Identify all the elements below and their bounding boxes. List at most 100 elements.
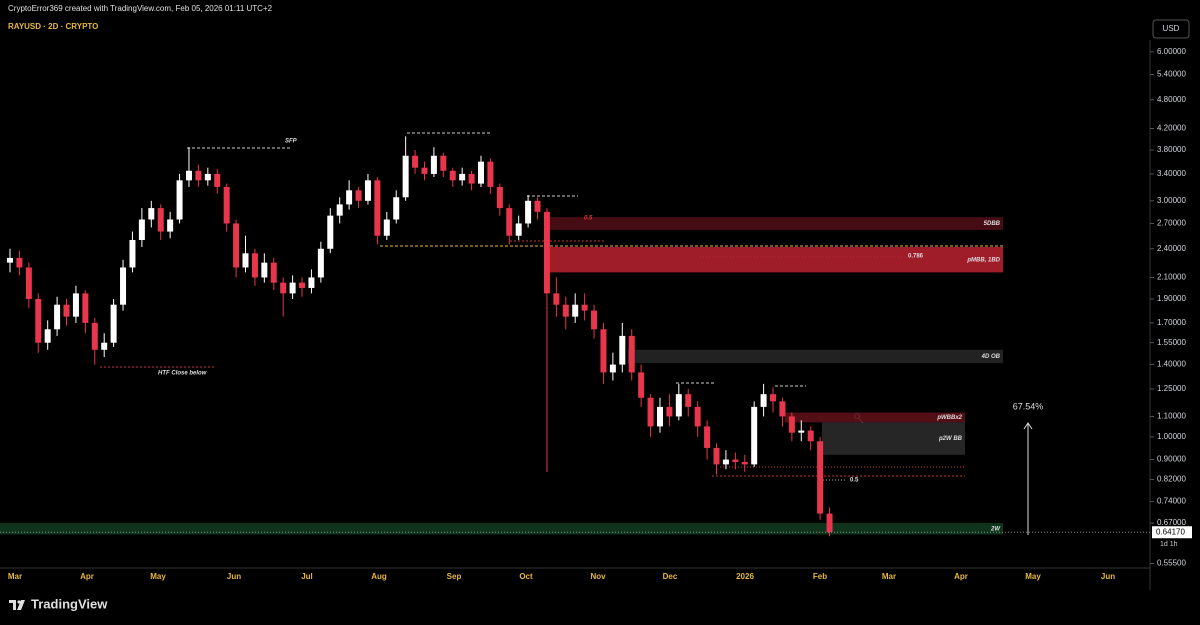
y-tick-label: 1.10000 — [1157, 412, 1186, 421]
x-tick-label: Aug — [371, 572, 387, 581]
y-tick-label: 0.67000 — [1157, 518, 1186, 527]
candle-body — [148, 208, 155, 220]
last-price-box — [1152, 526, 1192, 539]
candle-body — [675, 394, 682, 417]
candle-body — [430, 155, 437, 174]
x-tick-label: Mar — [882, 572, 896, 581]
candle-body — [346, 190, 353, 205]
annotation: HTF Close below — [158, 371, 207, 377]
zone-label: 5DBB — [984, 221, 1001, 227]
candle-body — [110, 304, 117, 343]
y-tick-label: 4.20000 — [1157, 124, 1186, 133]
candle-body — [506, 208, 513, 236]
zone — [822, 422, 965, 455]
candle-body — [440, 155, 447, 171]
candle-body — [656, 406, 663, 427]
candle-body — [515, 223, 522, 236]
brand-icon — [9, 600, 25, 610]
candle-body — [223, 186, 230, 224]
y-tick-label: 1.00000 — [1157, 432, 1186, 441]
y-tick-label: 0.55500 — [1157, 559, 1186, 568]
candle-body — [35, 298, 42, 343]
candle-body — [214, 173, 221, 187]
candle-body — [72, 293, 79, 317]
zones: 5DBB pMBB, 1BD 4D OB pWBBx2 p2W BB 2W — [0, 217, 1003, 535]
candle-body — [647, 397, 654, 427]
candle-body — [233, 223, 240, 268]
candle-body — [91, 322, 98, 350]
candle-body — [129, 239, 136, 268]
candle-body — [120, 267, 127, 305]
y-tick-label: 2.10000 — [1157, 273, 1186, 282]
candle-body — [788, 416, 795, 433]
candle-body — [600, 329, 607, 373]
y-tick-label: 1.70000 — [1157, 318, 1186, 327]
candle-body — [807, 430, 814, 442]
candle-body — [487, 161, 494, 187]
x-tick-label: Jun — [227, 572, 241, 581]
candle-body — [581, 304, 588, 311]
candle-body — [355, 190, 362, 201]
candle-body — [751, 406, 758, 465]
candle-body — [572, 304, 579, 317]
candle-body — [185, 170, 192, 181]
x-tick-label: Jun — [1101, 572, 1115, 581]
candle-body — [54, 304, 61, 330]
candle-body — [402, 155, 409, 198]
candle-body — [317, 248, 324, 278]
zone — [628, 349, 1003, 364]
candles — [7, 136, 833, 537]
x-tick-label: Apr — [80, 572, 94, 581]
candle-body — [251, 253, 258, 278]
countdown: 1d 1h — [1160, 541, 1178, 548]
candle-body — [562, 304, 569, 317]
candle-body — [82, 293, 89, 323]
x-tick-label: Oct — [519, 572, 533, 581]
candle-body — [666, 406, 673, 417]
measure-arrow-head — [1023, 422, 1033, 430]
candle-body — [770, 394, 777, 402]
candle-body — [364, 180, 371, 201]
candle-body — [167, 219, 174, 232]
candle-body — [101, 342, 108, 350]
y-tick-label: 3.00000 — [1157, 196, 1186, 205]
author-line: CryptoError369 created with TradingView.… — [8, 4, 273, 13]
candle-body — [609, 364, 616, 373]
candle-body — [826, 513, 833, 533]
y-tick-label: 0.90000 — [1157, 455, 1186, 464]
zone — [546, 217, 1003, 230]
y-tick-label: 4.80000 — [1157, 95, 1186, 104]
x-tick-label: Feb — [813, 572, 827, 581]
candle-body — [760, 394, 767, 407]
y-tick-label: 1.40000 — [1157, 360, 1186, 369]
candle-body — [732, 459, 739, 462]
y-tick-label: 0.74000 — [1157, 497, 1186, 506]
candle-body — [619, 335, 626, 365]
candle-body — [722, 459, 729, 465]
y-tick-label: 1.25000 — [1157, 384, 1186, 393]
candle-body — [628, 335, 635, 373]
candle-body — [157, 208, 164, 232]
brand: TradingView — [31, 596, 108, 611]
currency-box[interactable] — [1152, 19, 1190, 39]
currency[interactable]: USD — [1163, 24, 1180, 33]
zone — [546, 246, 1003, 273]
candle-body — [336, 204, 343, 216]
candle-body — [16, 257, 23, 268]
candle-body — [779, 401, 786, 417]
annotation: 0.786 — [908, 254, 924, 260]
symbol: RAYUSD · 2D · CRYPTO — [8, 22, 98, 31]
candle-body — [798, 430, 805, 433]
x-tick-label: Apr — [954, 572, 968, 581]
y-tick-label: 3.40000 — [1157, 169, 1186, 178]
candle-body — [383, 219, 390, 236]
candle-body — [713, 447, 720, 465]
candle-body — [25, 267, 32, 299]
candle-body — [374, 180, 381, 236]
last-price-label: 0.64170 — [1156, 527, 1185, 536]
x-tick-label: May — [150, 572, 166, 581]
candle-body — [638, 372, 645, 398]
y-tick-label: 2.70000 — [1157, 219, 1186, 228]
y-tick-label: 3.80000 — [1157, 145, 1186, 154]
y-tick-label: 6.00000 — [1157, 47, 1186, 56]
